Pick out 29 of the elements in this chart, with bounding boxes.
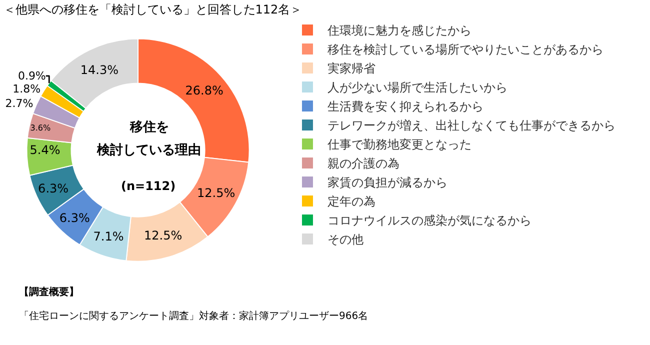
data-label: 1.8% [12, 82, 41, 96]
data-label: 6.3% [59, 211, 90, 226]
text: (n=112) [121, 179, 176, 193]
legend-label: 親の介護の為 [327, 156, 400, 171]
legend-label: 人が少ない場所で生活したいから [327, 80, 508, 95]
legend-label: 仕事で勤務地変更となった [326, 138, 472, 152]
text: 移住を [129, 120, 169, 135]
legend-label: 実家帰省 [327, 62, 376, 76]
legend-label: 住環境に魅力を感じたから [326, 24, 472, 38]
data-label: 5.4% [30, 143, 60, 158]
legend-label: コロナウイルスの感染が気になるから [327, 214, 532, 228]
legend-label: その他 [327, 232, 364, 247]
data-label: 2.7% [5, 97, 34, 110]
data-label: 12.5% [144, 228, 182, 243]
data-label: 6.3% [38, 182, 69, 196]
legend-label: 生活費を安く抑えられるから [327, 100, 484, 114]
legend-label: 定年の為 [327, 194, 376, 209]
legend-label: 家賃の負担が減るから [327, 176, 448, 190]
data-label: 14.3% [80, 62, 118, 77]
text: 【調査概要】 [19, 286, 79, 298]
data-label: 26.8% [185, 84, 224, 98]
data-label: 12.5% [197, 186, 236, 200]
data-label: 0.9% [18, 70, 46, 82]
legend-label: 移住を検討している場所でやりたいことがあるから [327, 42, 604, 57]
text: 検討している理由 [96, 142, 201, 158]
data-label: 7.1% [93, 229, 124, 244]
legend-label: テレワークが増え、出社しなくても仕事ができるから [327, 118, 616, 133]
chart-title: ＜他県への移住を「検討している」と回答した112名＞ [3, 2, 302, 17]
text: 「住宅ローンに関するアンケート調査」対象者：家計簿アプリユーザー966名 [19, 310, 368, 322]
